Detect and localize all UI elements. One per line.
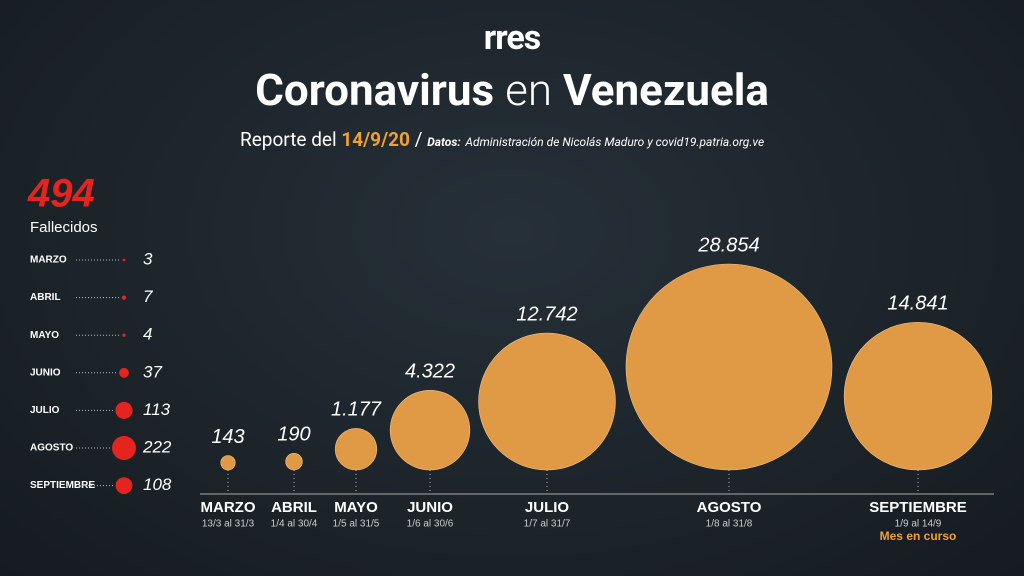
month-label: JULIO [30,405,60,416]
month-label: ABRIL [271,499,317,516]
period-label: 1/4 al 30/4 [271,519,318,530]
source: Administración de Nicolás Maduro y covid… [465,135,765,149]
period-label: 1/5 al 31/5 [333,519,380,530]
value-label: 28.854 [697,234,759,256]
month-label: SEPTIEMBRE [30,480,95,491]
month-label: AGOSTO [30,443,73,454]
value-label: 4 [143,325,152,344]
separator: / [414,128,423,151]
title-part: Venezuela [562,64,769,116]
value-label: 108 [143,475,172,494]
month-label: MAYO [30,330,59,341]
month-label: AGOSTO [697,499,762,516]
total: 494 [27,172,95,216]
bubble [334,428,378,471]
month-label: MARZO [30,255,67,266]
title-part: Coronavirus [255,64,495,116]
month-label: SEPTIEMBRE [869,499,967,516]
source-label: Datos: [427,135,461,149]
value-label: 222 [142,437,172,456]
value-label: 1.177 [331,399,382,421]
bubble [625,263,833,471]
period-label: 1/7 al 31/7 [524,519,571,530]
value-label: 12.742 [516,303,577,325]
title-part: en [505,64,553,116]
period-label: 13/3 al 31/3 [202,519,255,530]
period-label: 1/6 al 30/6 [407,519,454,530]
value-label: 190 [277,424,310,446]
death-dot [122,258,126,262]
month-label: ABRIL [30,292,61,303]
death-dot [112,436,136,460]
month-label: MARZO [201,499,256,516]
note: Mes en curso [880,529,957,543]
value-label: 37 [143,362,162,381]
report-label: Reporte del [240,128,337,151]
subtitle: Reporte del 14/9/20 / Datos: Administrac… [240,128,764,151]
death-dot [121,295,127,300]
death-dot [119,367,129,378]
month-label: MAYO [334,499,378,516]
total-label: Fallecidos [30,219,98,236]
death-dot [115,477,133,494]
value-label: 4.322 [405,361,455,383]
value-label: 143 [211,426,244,448]
value-label: 3 [143,249,153,268]
death-dot [122,333,126,337]
bubble [478,332,616,471]
month-label: JULIO [525,499,570,516]
death-dot [115,401,133,419]
value-label: 113 [143,400,171,419]
bubble [285,452,303,471]
title: Coronavirus en Venezuela [0,64,1024,116]
month-label: JUNIO [30,367,61,378]
value-label: 7 [143,287,153,306]
period-label: 1/8 al 31/8 [706,519,753,530]
bubble [220,455,236,471]
month-label: JUNIO [407,499,453,516]
bubble [389,389,471,471]
bubble [843,321,993,471]
logo: rres [483,18,541,58]
value-label: 14.841 [887,293,948,315]
report-date: 14/9/20 [341,128,410,151]
period-label: 1/9 al 14/9 [895,519,942,530]
